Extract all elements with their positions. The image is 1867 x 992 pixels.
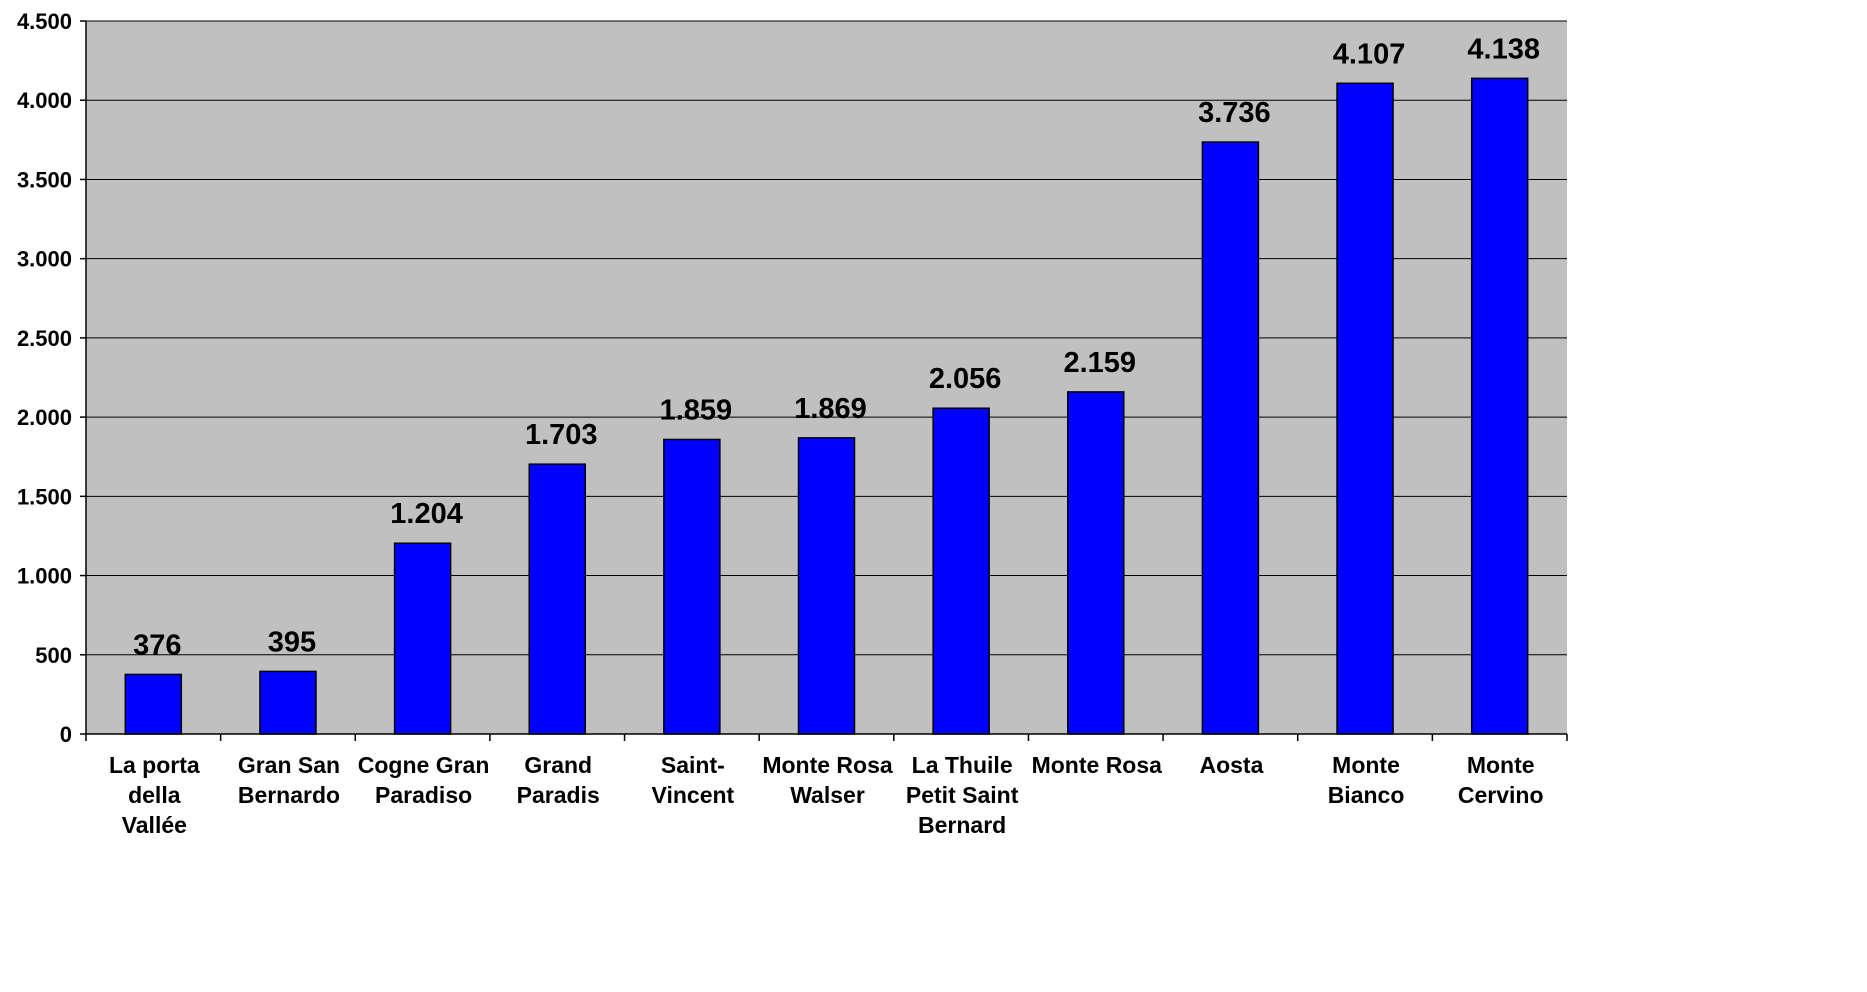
x-tick-label-line: Saint-	[661, 752, 725, 778]
x-tick-labels: La porta della Vallée Gran San Bernardo Cogne…	[109, 752, 1544, 838]
y-tick-label: 3.500	[17, 167, 72, 192]
x-tick-label-line: Aosta	[1199, 752, 1263, 778]
x-tick-label-line: Vincent	[652, 782, 735, 808]
x-tick-label-line: Bernardo	[238, 782, 340, 808]
x-tick-label-line: Gran San	[238, 752, 340, 778]
x-tick-label-line: La Thuile	[912, 752, 1013, 778]
data-label: 1.869	[794, 393, 867, 425]
y-tick-label: 500	[35, 643, 72, 668]
data-label: 2.056	[929, 363, 1002, 395]
y-tick-label: 4.500	[17, 9, 72, 34]
x-tick-label-line: Cervino	[1458, 782, 1544, 808]
x-tick-label: Saint- Vincent	[652, 752, 735, 808]
x-tick-label-line: Monte	[1467, 752, 1535, 778]
data-label: 1.703	[525, 419, 598, 451]
y-tick-label: 0	[60, 722, 72, 747]
x-tick-label-line: Grand	[524, 752, 592, 778]
bar	[797, 437, 856, 735]
x-tick-label-line: Paradiso	[375, 782, 472, 808]
x-tick-label: La Thuile Petit Saint Bernard	[906, 752, 1019, 838]
data-label: 2.159	[1063, 347, 1136, 379]
x-tick-label: Monte Cervino	[1458, 752, 1544, 808]
x-tick-label: Gran San Bernardo	[238, 752, 340, 808]
data-label: 1.859	[660, 394, 733, 426]
bar	[663, 438, 721, 735]
y-tick-label: 3.000	[17, 247, 72, 272]
x-tick-label-line: La porta	[109, 752, 200, 778]
bar	[259, 670, 317, 735]
x-tick-label-line: Petit Saint	[906, 782, 1019, 808]
x-tick-label-line: Bernard	[918, 812, 1006, 838]
x-tick-label: La porta della Vallée	[109, 752, 200, 838]
data-label: 376	[133, 629, 181, 661]
data-label: 4.138	[1467, 33, 1540, 65]
bar	[1470, 77, 1529, 735]
bars	[124, 77, 1529, 735]
data-label: 4.107	[1333, 38, 1406, 70]
x-tick-label: Monte Rosa Walser	[762, 752, 893, 808]
x-tick-label-line: Paradis	[517, 782, 600, 808]
x-tick-label: Monte Rosa	[1032, 752, 1163, 778]
x-tick-label-line: della	[128, 782, 181, 808]
x-tick-label: Grand Paradis	[517, 752, 600, 808]
x-tick-label-line: Vallée	[122, 812, 187, 838]
y-tick-label: 2.500	[17, 326, 72, 351]
x-tick-label-line: Monte Rosa	[762, 752, 893, 778]
x-tick-label: Aosta	[1199, 752, 1263, 778]
x-tick-label-line: Cogne Gran	[358, 752, 490, 778]
bar	[1067, 391, 1125, 735]
x-tick-label-line: Monte	[1332, 752, 1400, 778]
bar	[124, 673, 183, 735]
y-tick-label: 1.500	[17, 484, 72, 509]
data-label: 1.204	[390, 498, 463, 530]
data-labels: 376 395 1.204 1.703 1.859 1.869 2.056 2.159 3.73…	[133, 33, 1540, 661]
x-tick-label: Monte Bianco	[1328, 752, 1405, 808]
bar	[932, 407, 990, 735]
x-tick-label-line: Monte Rosa	[1032, 752, 1163, 778]
bar	[528, 463, 586, 735]
x-tick-label-line: Bianco	[1328, 782, 1405, 808]
x-tick-label-line: Walser	[790, 782, 865, 808]
axes	[85, 21, 1568, 741]
y-tick-label: 4.000	[17, 88, 72, 113]
data-label: 3.736	[1198, 97, 1271, 129]
y-tick-labels: 0 500 1.000 1.500 2.000 2.500 3.000 3.500 4.000 4…	[17, 9, 72, 747]
y-tick-label: 1.000	[17, 564, 72, 589]
bar	[1336, 82, 1394, 735]
data-label: 395	[268, 626, 316, 658]
y-tick-label: 2.000	[17, 405, 72, 430]
bar	[393, 542, 452, 735]
x-tick-label: Cogne Gran Paradiso	[358, 752, 490, 808]
bar	[1201, 141, 1260, 735]
